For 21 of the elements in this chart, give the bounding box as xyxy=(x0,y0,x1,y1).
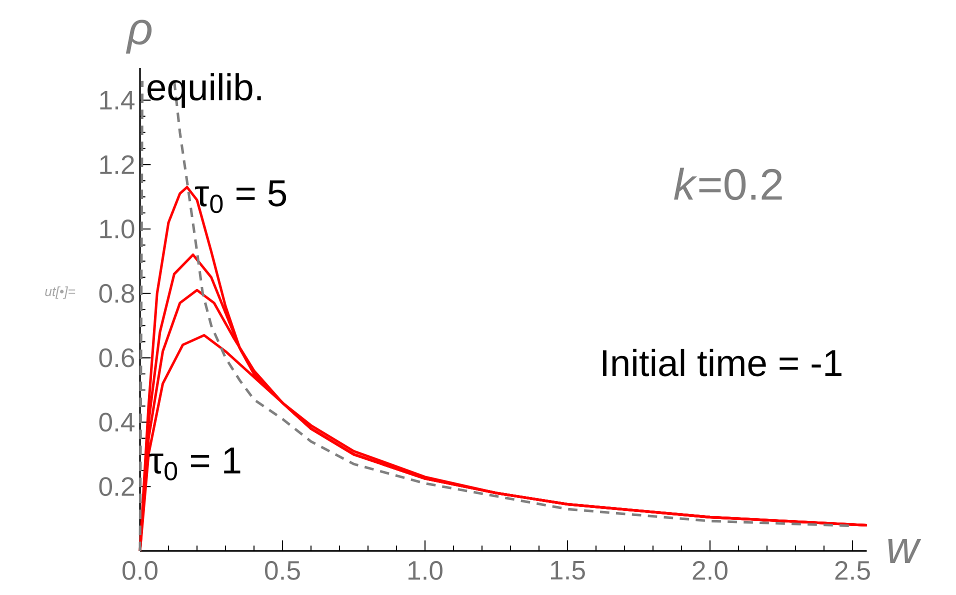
y-tick-label: 1.2 xyxy=(100,155,134,174)
annotation: τ$_{0}$ = 1 xyxy=(149,448,240,480)
annotation: τ$_{0}$ = 5 xyxy=(194,180,286,214)
annotation: k=0.2 xyxy=(674,168,782,200)
x-tick-label: 1.0 xyxy=(408,561,442,580)
y-tick-label: 1.4 xyxy=(100,91,135,110)
y-tick-label: 0.4 xyxy=(99,412,135,432)
text: ut[•]= xyxy=(45,286,76,299)
y-tick-label: 0.2 xyxy=(99,477,134,496)
y-tick-label: 0.6 xyxy=(99,348,134,368)
y-tick-label: 1.0 xyxy=(100,220,134,238)
x-tick-label: 0.0 xyxy=(122,561,158,580)
x-tick-label: 2.5 xyxy=(835,561,870,580)
x-tick-label: 2.0 xyxy=(692,561,728,580)
x-axis-title: w xyxy=(888,539,922,563)
x-tick-label: 0.5 xyxy=(265,561,300,580)
annotation: equilib. xyxy=(148,73,261,108)
x-tick-label: 1.5 xyxy=(550,561,585,580)
annotation: Initial time = -1 xyxy=(602,348,842,376)
y-tick-label: 0.8 xyxy=(99,284,134,303)
y-axis-title: ρ xyxy=(126,20,152,54)
